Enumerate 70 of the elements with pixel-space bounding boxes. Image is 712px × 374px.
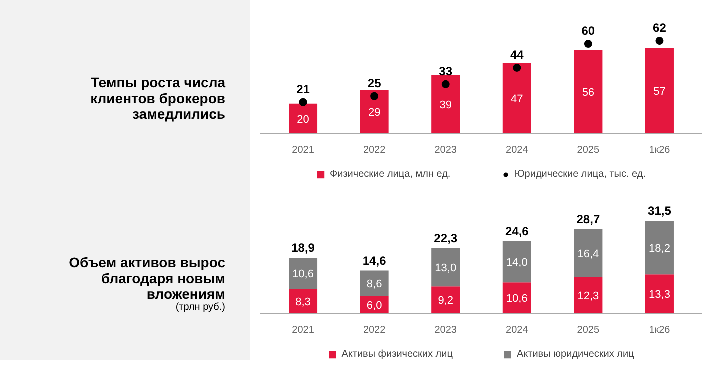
legend-label: Юридические лица, тыс. ед.: [514, 169, 646, 180]
point: [584, 40, 592, 48]
x-tick-label: 2021: [292, 324, 315, 336]
total-label: 14,6: [362, 254, 387, 268]
bar: [502, 241, 532, 283]
bar: [360, 270, 389, 296]
point: [513, 64, 522, 72]
legend-label: Физические лица, млн ед.: [330, 169, 451, 180]
data-label: 13,3: [649, 289, 670, 302]
bar: [502, 63, 532, 134]
bar: [574, 278, 603, 314]
x-tick-label: 2022: [363, 324, 386, 336]
total-label: 28,7: [576, 212, 600, 226]
x-tick-label: 1к26: [649, 324, 671, 336]
data-label: 39: [440, 100, 452, 112]
data-label: 25: [368, 76, 382, 90]
data-label: 10,6: [292, 268, 314, 281]
x-tick-label: 2023: [434, 324, 458, 336]
point: [370, 92, 379, 100]
data-label: 29: [368, 107, 381, 120]
data-label: 62: [653, 21, 667, 36]
bar: [645, 274, 674, 314]
data-label: 12,3: [578, 290, 600, 303]
point: [299, 98, 308, 106]
data-label: 8,3: [296, 296, 311, 309]
data-label: 10,6: [506, 293, 528, 306]
data-label: 20: [297, 114, 310, 126]
x-tick-label: 2024: [506, 324, 529, 336]
x-tick-label: 2022: [363, 144, 386, 156]
data-label: 57: [654, 86, 666, 98]
x-tick-label: 2023: [434, 144, 458, 156]
data-label: 60: [582, 24, 596, 38]
bar: [432, 75, 460, 134]
bar: [432, 286, 460, 314]
data-label: 33: [439, 64, 453, 78]
bar: [574, 229, 603, 278]
data-label: 9,2: [438, 295, 454, 308]
x-tick-label: 2025: [577, 144, 600, 156]
data-label: 47: [511, 94, 524, 106]
data-label: 8,6: [366, 278, 382, 290]
bar: [645, 221, 674, 275]
bar: [432, 248, 460, 287]
x-tick-label: 2024: [506, 144, 529, 156]
x-tick-label: 1к26: [649, 144, 671, 156]
data-label: 16,4: [578, 248, 600, 260]
data-label: 6,0: [366, 300, 382, 312]
data-label: 56: [582, 86, 595, 99]
data-label: 21: [296, 82, 310, 96]
bar: [360, 90, 389, 134]
bar: [645, 48, 674, 134]
total-label: 31,5: [648, 204, 672, 218]
data-label: 18,2: [649, 242, 670, 255]
point: [442, 80, 450, 88]
data-label: 44: [510, 48, 524, 62]
x-tick-label: 2021: [292, 144, 315, 156]
total-label: 24,6: [505, 224, 530, 238]
text: Объем активов вырос благодаря новым вложениям: [69, 254, 226, 302]
legend-label: Активы физических лиц: [342, 349, 453, 360]
bar: [574, 50, 603, 134]
x-tick-label: 2025: [577, 324, 600, 336]
bar: [289, 104, 318, 134]
bar: [289, 258, 318, 290]
text: Темпы роста числа клиентов брокеров замедлились: [90, 74, 226, 122]
data-label: 13,0: [435, 262, 457, 275]
text: (трлн руб.): [176, 302, 226, 313]
legend-label: Активы юридических лиц: [516, 349, 634, 360]
data-label: 14,0: [506, 256, 528, 269]
total-label: 22,3: [434, 231, 458, 246]
point: [656, 37, 664, 46]
total-label: 18,9: [292, 241, 316, 256]
